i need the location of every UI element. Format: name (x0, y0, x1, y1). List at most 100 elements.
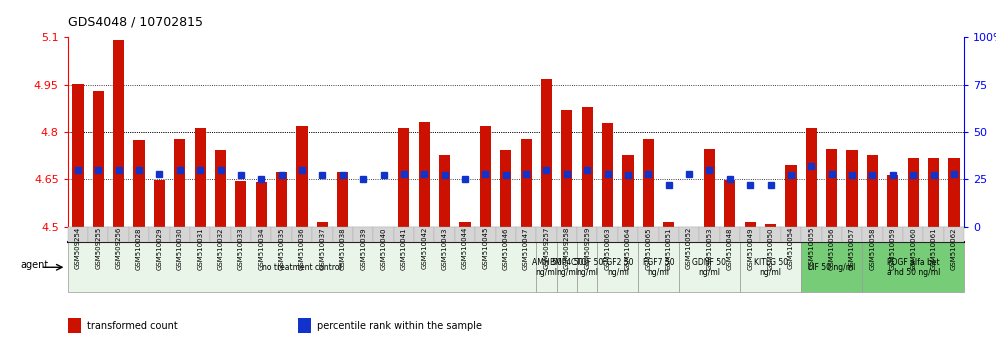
Bar (215, 150, 226, 227)
Bar (414, 227, 434, 242)
Text: GSM509258: GSM509258 (564, 227, 570, 269)
Text: transformed count: transformed count (87, 320, 177, 331)
Bar (536, 242, 557, 292)
Text: GSM510053: GSM510053 (706, 227, 712, 269)
Bar (704, 149, 715, 227)
Text: GSM510057: GSM510057 (849, 227, 856, 269)
Bar (724, 180, 735, 227)
Bar (801, 242, 863, 292)
Bar (353, 227, 374, 242)
Bar (822, 227, 842, 242)
Bar (577, 227, 598, 242)
Bar (439, 155, 450, 227)
Text: GSM510030: GSM510030 (176, 227, 183, 270)
Bar (398, 128, 409, 227)
Bar (577, 242, 598, 292)
Text: GSM510031: GSM510031 (197, 227, 203, 270)
Bar (68, 227, 88, 242)
Text: GSM510058: GSM510058 (870, 227, 875, 269)
Bar (536, 227, 557, 242)
Bar (658, 227, 679, 242)
Bar (480, 126, 491, 227)
Bar (541, 79, 552, 227)
Bar (882, 227, 903, 242)
Bar (638, 242, 679, 292)
Bar (272, 227, 292, 242)
Bar (765, 224, 776, 227)
Text: BMP4 50
ng/ml: BMP4 50 ng/ml (550, 258, 584, 276)
Bar (740, 242, 801, 292)
Bar (174, 139, 185, 227)
Text: GDNF 50
ng/ml: GDNF 50 ng/ml (692, 258, 726, 276)
Text: FGF7 50
ng/ml: FGF7 50 ng/ml (642, 258, 674, 276)
Text: GSM510055: GSM510055 (809, 227, 815, 269)
Bar (516, 227, 536, 242)
Text: GSM509259: GSM509259 (585, 227, 591, 269)
Bar (760, 227, 781, 242)
Bar (826, 149, 838, 227)
Bar (251, 227, 272, 242)
Text: GSM509255: GSM509255 (96, 227, 102, 269)
Bar (317, 222, 328, 227)
Bar (863, 227, 882, 242)
Bar (256, 182, 267, 227)
Bar (235, 181, 246, 227)
Text: GSM510037: GSM510037 (320, 227, 326, 270)
Bar (928, 158, 939, 227)
Bar (68, 318, 82, 333)
Bar (149, 227, 169, 242)
Text: PDGF alfa bet
a hd 50 ng/ml: PDGF alfa bet a hd 50 ng/ml (886, 258, 940, 276)
Text: GSM510035: GSM510035 (279, 227, 285, 269)
Bar (153, 180, 165, 227)
Text: GSM510041: GSM510041 (400, 227, 407, 269)
Bar (887, 176, 898, 227)
Bar (948, 158, 959, 227)
Bar (801, 227, 822, 242)
Text: GSM510045: GSM510045 (482, 227, 488, 269)
Bar (907, 158, 918, 227)
Text: GSM510029: GSM510029 (156, 227, 162, 269)
Bar (377, 227, 389, 235)
Text: GSM510056: GSM510056 (829, 227, 835, 269)
Bar (679, 242, 740, 292)
Bar (679, 227, 699, 242)
Text: GSM510044: GSM510044 (462, 227, 468, 269)
Bar (867, 155, 878, 227)
Bar (73, 84, 84, 227)
Bar (557, 227, 577, 242)
Bar (418, 122, 430, 227)
Bar (562, 110, 573, 227)
Bar (598, 242, 638, 292)
Bar (903, 227, 923, 242)
Bar (602, 123, 614, 227)
Bar (500, 150, 511, 227)
Text: GSM510046: GSM510046 (503, 227, 509, 269)
Text: GSM510042: GSM510042 (421, 227, 427, 269)
Bar (128, 227, 149, 242)
Bar (338, 172, 349, 227)
Text: GSM510028: GSM510028 (136, 227, 142, 269)
Bar (93, 91, 104, 227)
Text: GSM510039: GSM510039 (361, 227, 367, 270)
Text: percentile rank within the sample: percentile rank within the sample (317, 320, 482, 331)
Text: KITLG 50
ng/ml: KITLG 50 ng/ml (754, 258, 788, 276)
Bar (642, 139, 654, 227)
Bar (475, 227, 496, 242)
Bar (683, 227, 694, 229)
Bar (663, 222, 674, 227)
Bar (194, 128, 206, 227)
Bar (114, 40, 124, 227)
Bar (745, 222, 756, 227)
Text: GSM510064: GSM510064 (624, 227, 631, 269)
Text: GSM510059: GSM510059 (889, 227, 895, 269)
Text: GSM510050: GSM510050 (768, 227, 774, 269)
Bar (786, 165, 797, 227)
Bar (358, 227, 369, 235)
Text: no treatment control: no treatment control (262, 263, 342, 272)
Text: GSM510047: GSM510047 (523, 227, 529, 269)
Bar (582, 107, 593, 227)
Text: GSM510034: GSM510034 (258, 227, 264, 269)
Text: CTGF 50
ng/ml: CTGF 50 ng/ml (571, 258, 604, 276)
Text: GSM510040: GSM510040 (380, 227, 386, 269)
Bar (699, 227, 720, 242)
